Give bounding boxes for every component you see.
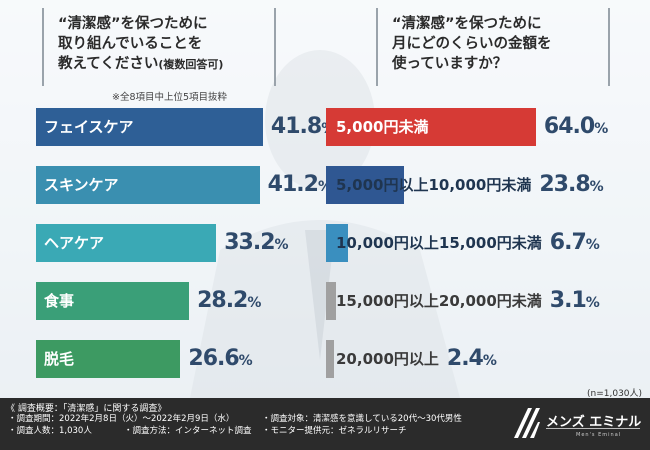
left-bar-3 bbox=[36, 282, 190, 320]
right-bar-value-2: 6.7% bbox=[549, 230, 600, 255]
left-bar-value-3: 28.2% bbox=[197, 288, 261, 313]
left-bar-unit-3: % bbox=[247, 295, 261, 311]
left-bar-label-1: スキンケア bbox=[44, 176, 119, 194]
sample-size-note: (n=1,030人) bbox=[587, 389, 643, 399]
left-bar-value-1: 41.2% bbox=[267, 172, 332, 197]
left-bar-1 bbox=[36, 166, 260, 204]
right-bar-3 bbox=[326, 282, 337, 320]
left-bar-label-0: フェイスケア bbox=[44, 118, 134, 136]
left-bar-value-2: 33.2% bbox=[224, 230, 289, 255]
left-bar-2 bbox=[36, 224, 217, 262]
logo-text: メンズ エミナル bbox=[546, 415, 642, 430]
left-bar-0 bbox=[36, 108, 263, 146]
question-2-text: “清潔感”を保つために 月にどのくらいの金額を 使っていますか？ bbox=[392, 16, 552, 72]
question-1-text: “清潔感”を保つために 取り組んでいることを 教えてください(複数回答可) bbox=[58, 16, 224, 72]
right-bar-value-3: 3.1% bbox=[549, 288, 600, 313]
survey-period: ・調査期間：2022年2月8日（火）～2022年2月9日（水） bbox=[8, 414, 235, 424]
left-bar-label-2: ヘアケア bbox=[44, 234, 105, 252]
survey-target: ・調査対象：清潔感を意識している20代～30代男性 bbox=[262, 414, 462, 424]
logo-subtext: Men's Eminal bbox=[576, 432, 622, 438]
left-bar-unit-2: % bbox=[274, 237, 289, 253]
right-bar-value-0: 64.0% bbox=[543, 114, 608, 139]
right-bar-unit-3: % bbox=[585, 295, 600, 311]
question-1-note: (複数回答可) bbox=[158, 58, 224, 71]
right-bar-value-1: 23.8% bbox=[539, 172, 604, 197]
right-bar-1 bbox=[326, 166, 405, 204]
right-bar-unit-4: % bbox=[482, 353, 497, 369]
right-bar-label-1: 5,000円以上10,000円未満 bbox=[336, 176, 532, 194]
right-bar-label-3: 15,000円以上20,000円未満 bbox=[336, 292, 542, 310]
right-bar-label-4: 20,000円以上 bbox=[336, 350, 439, 368]
left-bar-value-4: 26.6% bbox=[188, 346, 253, 371]
survey-method: ・調査方法：インターネット調査 bbox=[124, 426, 252, 436]
question-2-box: “清潔感”を保つために 月にどのくらいの金額を 使っていますか？ bbox=[376, 8, 610, 86]
question-1-box: “清潔感”を保つために 取り組んでいることを 教えてください(複数回答可) bbox=[42, 8, 276, 86]
logo-divider bbox=[546, 428, 640, 429]
right-bar-label-2: 10,000円以上15,000円未満 bbox=[336, 234, 542, 252]
right-bar-label-0: 5,000円未満 bbox=[336, 118, 429, 136]
survey-count: ・調査人数：1,030人 bbox=[8, 426, 92, 436]
right-bar-2 bbox=[326, 224, 348, 262]
right-bar-0 bbox=[326, 108, 536, 146]
survey-provider: ・モニター提供元：ゼネラルリサーチ bbox=[262, 426, 407, 436]
left-bar-4 bbox=[36, 340, 181, 378]
survey-title: 《 調査概要：「清潔感」に関する調査》 bbox=[6, 404, 167, 414]
footer: 《 調査概要：「清潔感」に関する調査》 ・調査期間：2022年2月8日（火）～2… bbox=[0, 398, 650, 450]
excerpt-note: ※全8項目中上位5項目抜粋 bbox=[112, 92, 228, 103]
right-bar-unit-1: % bbox=[589, 179, 604, 195]
left-bar-unit-4: % bbox=[238, 353, 253, 369]
logo-mark-icon bbox=[514, 408, 540, 438]
left-bar-label-3: 食事 bbox=[44, 292, 75, 310]
right-bar-value-4: 2.4% bbox=[446, 346, 497, 371]
right-bar-unit-0: % bbox=[594, 121, 608, 137]
right-bar-unit-2: % bbox=[585, 237, 600, 253]
right-bar-4 bbox=[326, 340, 334, 378]
logo: メンズ エミナル Men's Eminal bbox=[512, 406, 644, 442]
left-bar-label-4: 脱毛 bbox=[44, 350, 75, 368]
left-bar-value-0: 41.8% bbox=[271, 108, 335, 148]
